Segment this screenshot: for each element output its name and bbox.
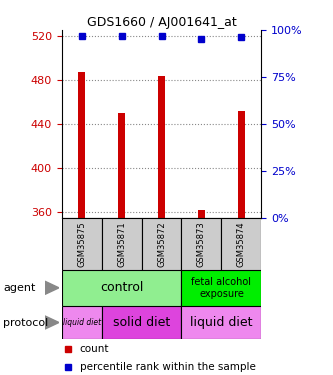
Text: count: count xyxy=(80,344,109,354)
Text: solid diet: solid diet xyxy=(113,316,170,329)
Text: control: control xyxy=(100,281,143,294)
Text: liquid diet: liquid diet xyxy=(190,316,253,329)
Text: GSM35871: GSM35871 xyxy=(117,221,126,267)
Bar xyxy=(62,270,181,306)
Text: fetal alcohol
exposure: fetal alcohol exposure xyxy=(191,277,251,298)
Text: GSM35875: GSM35875 xyxy=(77,221,86,267)
Bar xyxy=(181,306,261,339)
Polygon shape xyxy=(45,281,59,294)
Bar xyxy=(221,217,261,270)
Bar xyxy=(142,217,181,270)
Bar xyxy=(78,72,85,217)
Bar xyxy=(62,217,102,270)
Bar xyxy=(118,113,125,218)
Text: percentile rank within the sample: percentile rank within the sample xyxy=(80,362,255,372)
Text: agent: agent xyxy=(3,283,36,293)
Bar xyxy=(198,210,205,218)
Bar xyxy=(102,217,142,270)
Text: protocol: protocol xyxy=(3,318,49,327)
Text: liquid diet: liquid diet xyxy=(63,318,101,327)
Bar xyxy=(181,217,221,270)
Title: GDS1660 / AJ001641_at: GDS1660 / AJ001641_at xyxy=(87,16,236,29)
Bar xyxy=(181,270,261,306)
Text: GSM35872: GSM35872 xyxy=(157,221,166,267)
Text: GSM35873: GSM35873 xyxy=(197,221,206,267)
Bar xyxy=(62,306,102,339)
Bar xyxy=(238,111,245,218)
Polygon shape xyxy=(45,316,59,329)
Text: GSM35874: GSM35874 xyxy=(237,221,246,267)
Bar xyxy=(158,76,165,218)
Bar xyxy=(102,306,181,339)
